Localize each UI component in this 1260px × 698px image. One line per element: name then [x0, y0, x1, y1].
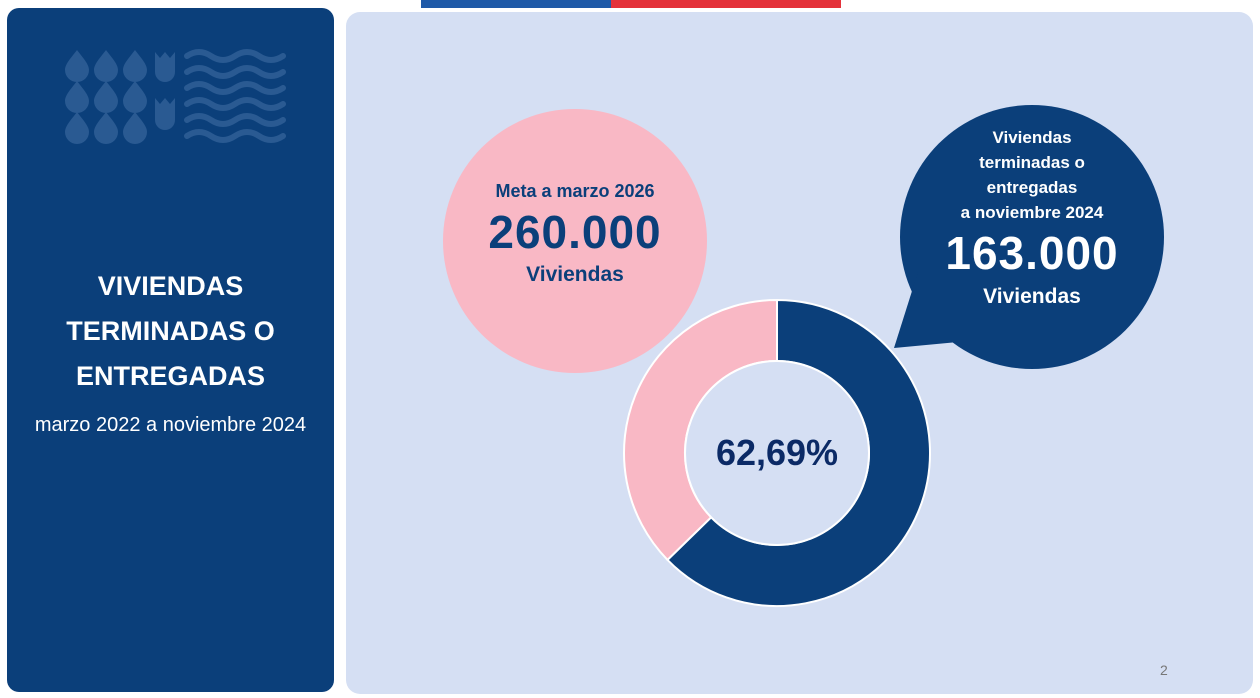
goal-value: 260.000 — [488, 206, 662, 258]
completed-label-line: terminadas o — [979, 153, 1085, 172]
completed-value: 163.000 — [945, 227, 1119, 279]
flag-stripe-blue — [421, 0, 611, 8]
sidebar-subtitle: marzo 2022 a noviembre 2024 — [34, 414, 307, 436]
sidebar-title-line: ENTREGADAS — [75, 361, 265, 391]
completed-callout-bubble — [894, 105, 1164, 369]
completed-label-line: entregadas — [986, 178, 1078, 197]
completed-bubble-circle — [900, 105, 1164, 369]
completed-label-line: a noviembre 2024 — [960, 203, 1104, 222]
donut-chart — [623, 298, 931, 607]
donut-hole — [684, 360, 870, 546]
completed-bubble-text: Viviendas terminadas o entregadas a novi… — [900, 105, 1164, 309]
goal-label: Meta a marzo 2026 — [495, 181, 655, 201]
sidebar-title: VIVIENDAS TERMINADAS O ENTREGADAS — [7, 264, 334, 399]
page-number: 2 — [1160, 662, 1168, 678]
completed-label-line: Viviendas — [992, 128, 1072, 147]
goal-bubble: Meta a marzo 2026 260.000 Viviendas — [443, 109, 707, 373]
sidebar-panel: VIVIENDAS TERMINADAS O ENTREGADAS marzo … — [7, 8, 334, 692]
completed-bubble-pointer — [894, 272, 958, 348]
donut-center-label: 62,69% — [715, 432, 839, 473]
sidebar-title-line: VIVIENDAS — [97, 271, 244, 301]
goal-unit: Viviendas — [526, 263, 624, 286]
flag-stripe-red — [611, 0, 841, 8]
wave-and-drop-pattern-icon — [65, 49, 286, 144]
chart-panel: Meta a marzo 2026 260.000 Viviendas Vivi… — [346, 12, 1253, 694]
sidebar-title-line: TERMINADAS O — [66, 316, 275, 346]
completed-label: Viviendas terminadas o entregadas a novi… — [900, 125, 1164, 225]
completed-unit: Viviendas — [983, 285, 1081, 308]
